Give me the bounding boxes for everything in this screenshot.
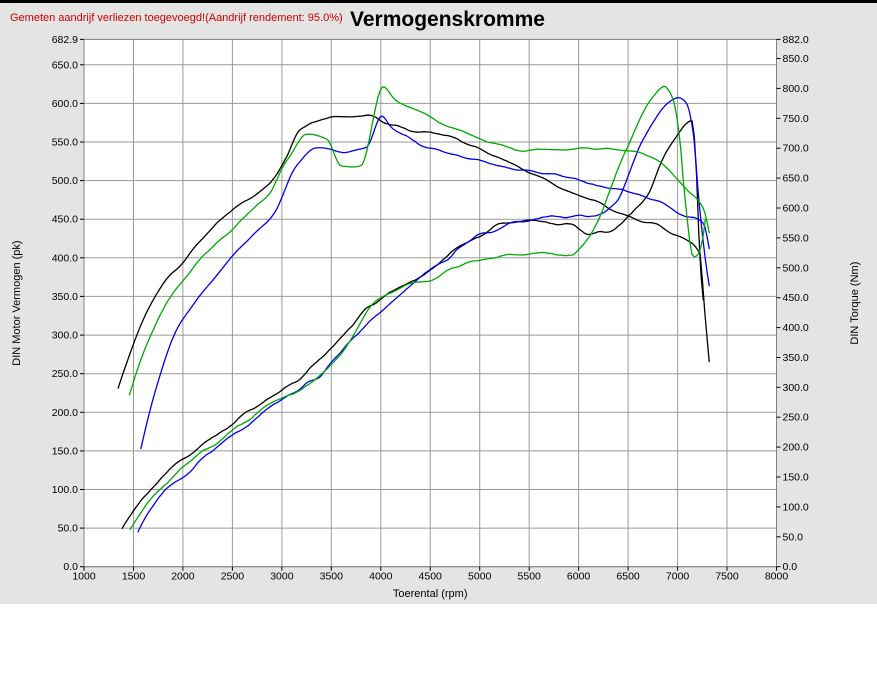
svg-text:882.0: 882.0 xyxy=(783,34,809,46)
svg-text:1500: 1500 xyxy=(122,571,146,583)
svg-text:5000: 5000 xyxy=(468,571,492,583)
svg-text:300.0: 300.0 xyxy=(52,330,78,342)
svg-text:200.0: 200.0 xyxy=(52,407,78,419)
svg-text:600.0: 600.0 xyxy=(52,98,78,110)
svg-text:550.0: 550.0 xyxy=(52,137,78,149)
svg-text:850.0: 850.0 xyxy=(783,53,809,65)
svg-text:4000: 4000 xyxy=(369,571,393,583)
svg-text:300.0: 300.0 xyxy=(783,382,809,394)
svg-text:3000: 3000 xyxy=(270,571,294,583)
svg-text:350.0: 350.0 xyxy=(783,352,809,364)
svg-text:800.0: 800.0 xyxy=(783,83,809,95)
svg-text:3500: 3500 xyxy=(320,571,344,583)
svg-text:5500: 5500 xyxy=(518,571,542,583)
svg-text:50.0: 50.0 xyxy=(58,523,79,535)
svg-text:100.0: 100.0 xyxy=(783,501,809,513)
svg-text:400.0: 400.0 xyxy=(783,322,809,334)
svg-text:750.0: 750.0 xyxy=(783,113,809,125)
svg-text:7500: 7500 xyxy=(715,571,739,583)
svg-text:650.0: 650.0 xyxy=(783,173,809,185)
svg-text:Toerental (rpm): Toerental (rpm) xyxy=(393,588,468,600)
svg-text:700.0: 700.0 xyxy=(783,143,809,155)
svg-text:150.0: 150.0 xyxy=(783,472,809,484)
svg-text:650.0: 650.0 xyxy=(52,59,78,71)
svg-text:100.0: 100.0 xyxy=(52,484,78,496)
svg-text:500.0: 500.0 xyxy=(52,175,78,187)
svg-text:450.0: 450.0 xyxy=(52,214,78,226)
svg-text:682.9: 682.9 xyxy=(52,34,78,46)
svg-text:500.0: 500.0 xyxy=(783,262,809,274)
svg-text:50.0: 50.0 xyxy=(783,531,804,543)
svg-text:7000: 7000 xyxy=(666,571,690,583)
svg-text:DIN Torque (Nm): DIN Torque (Nm) xyxy=(849,262,861,345)
svg-text:400.0: 400.0 xyxy=(52,252,78,264)
svg-text:6000: 6000 xyxy=(567,571,591,583)
svg-text:2500: 2500 xyxy=(221,571,245,583)
svg-text:450.0: 450.0 xyxy=(783,292,809,304)
svg-text:250.0: 250.0 xyxy=(52,368,78,380)
svg-text:DIN Motor Vermogen (pk): DIN Motor Vermogen (pk) xyxy=(11,240,23,365)
svg-text:2000: 2000 xyxy=(171,571,195,583)
svg-text:1000: 1000 xyxy=(72,571,96,583)
svg-text:150.0: 150.0 xyxy=(52,445,78,457)
svg-text:550.0: 550.0 xyxy=(783,232,809,244)
svg-text:6500: 6500 xyxy=(616,571,640,583)
svg-text:250.0: 250.0 xyxy=(783,412,809,424)
svg-text:200.0: 200.0 xyxy=(783,442,809,454)
svg-text:4500: 4500 xyxy=(419,571,443,583)
svg-text:600.0: 600.0 xyxy=(783,203,809,215)
svg-text:8000: 8000 xyxy=(765,571,789,583)
svg-text:350.0: 350.0 xyxy=(52,291,78,303)
